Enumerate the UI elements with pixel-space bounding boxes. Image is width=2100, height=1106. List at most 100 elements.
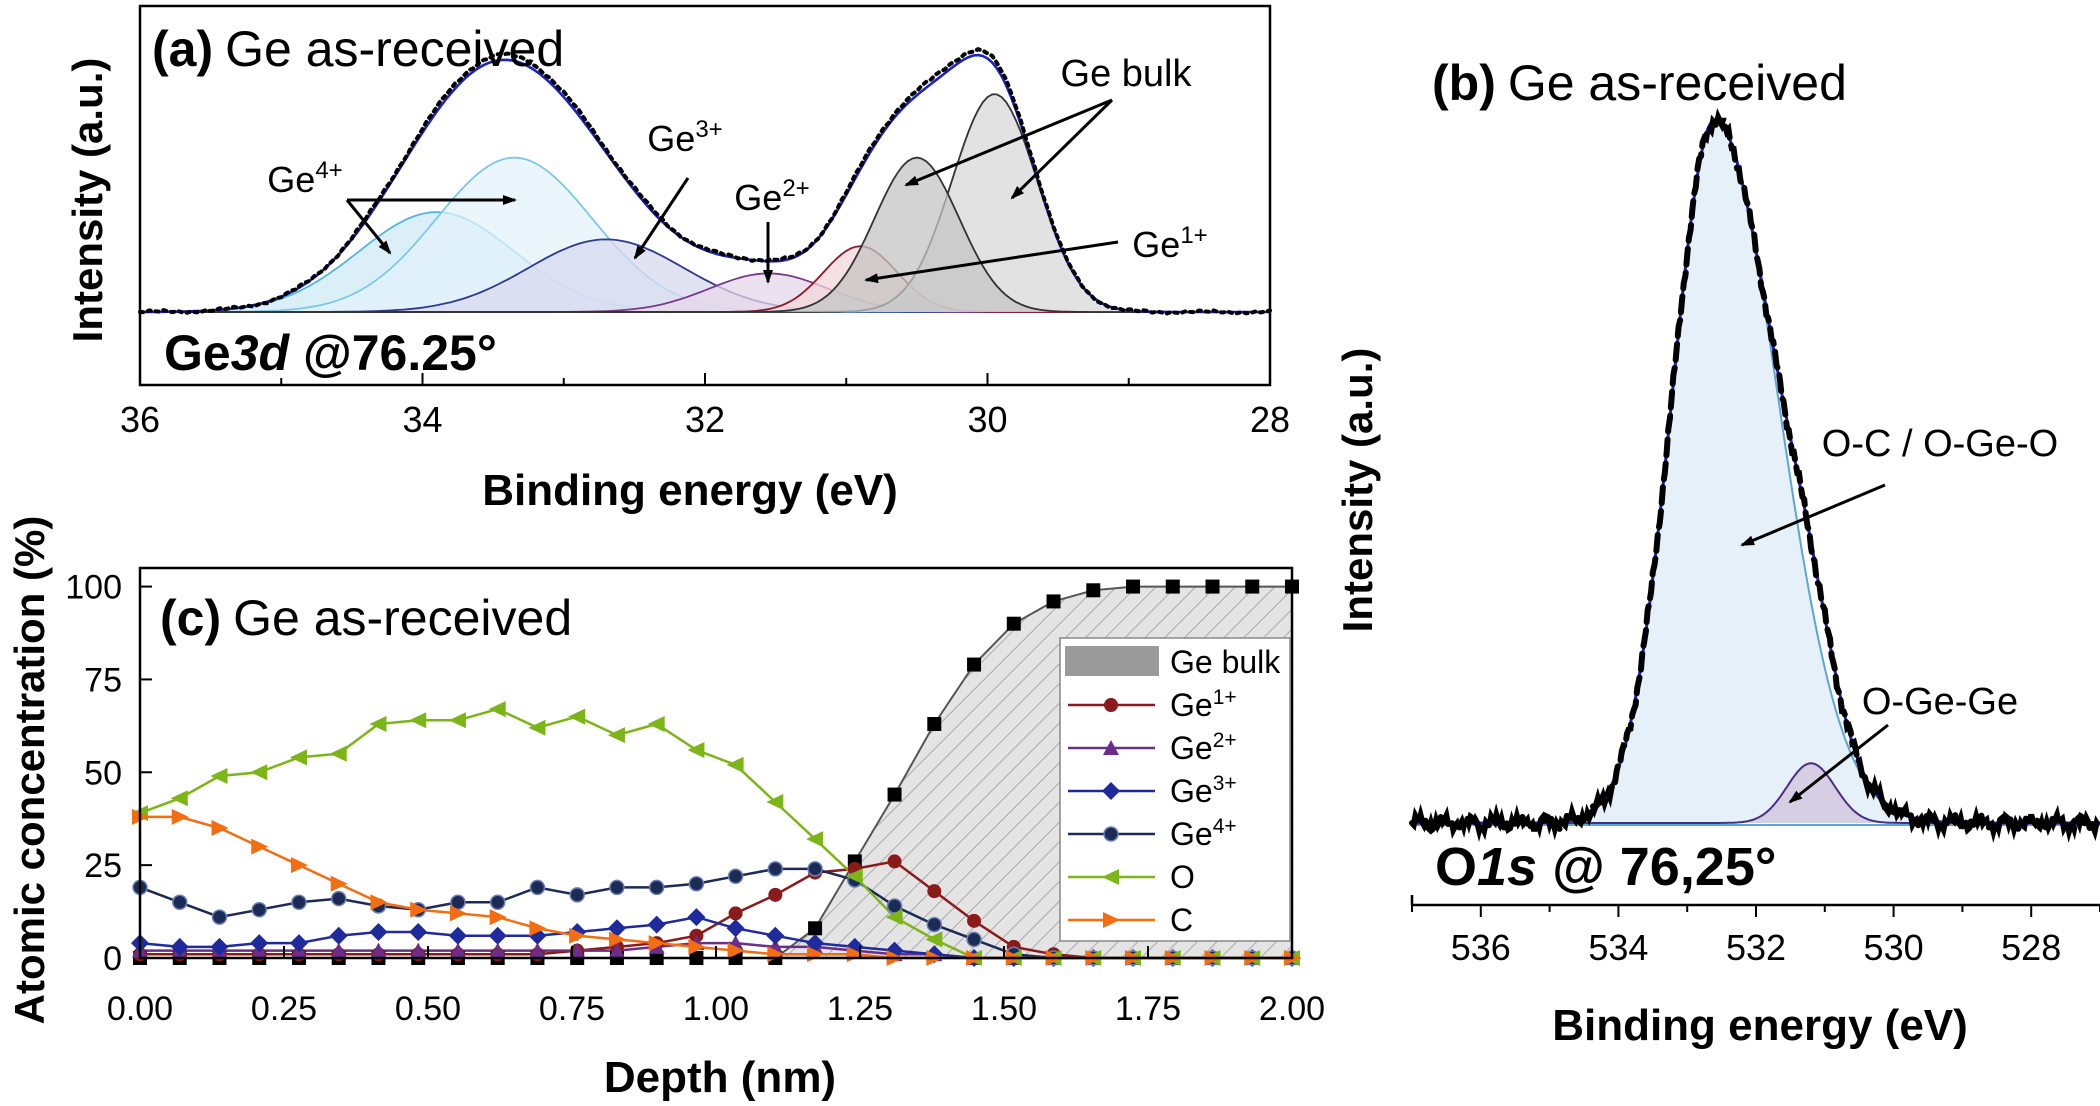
legend-item-0: Ge bulk bbox=[1065, 644, 1281, 680]
data-point bbox=[409, 923, 428, 941]
panel-c-ticks: 0.00 0.25 0.50 0.75 1.00 1.25 1.50 1.75 2.00 0 25 5… bbox=[65, 569, 1325, 1028]
panel-c-x-axis-label: Depth (nm) bbox=[604, 1053, 836, 1102]
b-arrow-1 bbox=[1788, 723, 1889, 804]
data-point bbox=[250, 764, 268, 781]
a-arrow-0 bbox=[345, 199, 392, 255]
data-point bbox=[727, 868, 744, 885]
data-point bbox=[370, 942, 387, 958]
data-point bbox=[607, 727, 625, 744]
data-point bbox=[170, 937, 189, 956]
data-point bbox=[927, 717, 942, 731]
data-point bbox=[250, 934, 269, 953]
legend-item-6: C bbox=[1068, 902, 1193, 938]
component-area-1 bbox=[140, 157, 1270, 312]
data-point bbox=[966, 931, 982, 948]
legend-marker bbox=[1104, 698, 1118, 712]
legend-label: Ge3+ bbox=[1170, 772, 1237, 809]
panel-c-legend: Ge bulk Ge1+ Ge2+ Ge3+ Ge4+ OC bbox=[1059, 637, 1291, 942]
data-point bbox=[569, 927, 587, 944]
data-point bbox=[766, 926, 785, 945]
c-x-tick-label-4: 1.00 bbox=[683, 990, 749, 1028]
c-y-tick-label-2: 50 bbox=[84, 754, 122, 792]
label-o-c-o-ge-o: O-C / O-Ge-O bbox=[1822, 423, 2058, 465]
panel-c-y-axis-label: Atomic concentration (%) bbox=[6, 516, 53, 1025]
legend-marker bbox=[1102, 782, 1120, 800]
data-point bbox=[210, 937, 229, 956]
data-point bbox=[289, 749, 307, 766]
legend-item-2: Ge2+ bbox=[1068, 729, 1237, 766]
data-point bbox=[489, 894, 506, 911]
data-point bbox=[529, 879, 546, 896]
c-x-tick-label-5: 1.25 bbox=[827, 990, 893, 1028]
data-point bbox=[171, 894, 188, 911]
data-point bbox=[806, 831, 824, 848]
legend-marker bbox=[1103, 740, 1119, 755]
panel-a-arrows bbox=[345, 98, 1119, 284]
c-x-tick-label-7: 1.75 bbox=[1115, 990, 1181, 1028]
data-point bbox=[727, 942, 745, 959]
data-point bbox=[807, 861, 823, 877]
b-x-tick-label-0: 536 bbox=[1451, 927, 1511, 968]
panel-c: 0.00 0.25 0.50 0.75 1.00 1.25 1.50 1.75 2.00 0 25 5… bbox=[6, 516, 1325, 1102]
panel-c-title: (c) Ge as-received bbox=[160, 590, 572, 646]
data-point bbox=[967, 913, 982, 928]
data-point bbox=[369, 716, 387, 732]
data-point bbox=[687, 908, 706, 927]
c-x-tick-label-6: 1.50 bbox=[971, 990, 1037, 1028]
data-point bbox=[329, 926, 348, 945]
data-point bbox=[766, 794, 784, 810]
data-point bbox=[887, 854, 902, 869]
data-point bbox=[687, 742, 705, 758]
legend-box bbox=[1059, 637, 1291, 942]
data-point bbox=[1205, 579, 1220, 594]
data-point bbox=[726, 756, 744, 773]
legend-marker bbox=[1103, 826, 1119, 842]
panel-a-y-axis-label: Intensity (a.u.) bbox=[64, 58, 111, 343]
legend-marker bbox=[1102, 869, 1119, 885]
data-point bbox=[569, 942, 586, 958]
data-point bbox=[728, 906, 743, 921]
a-arrow-5 bbox=[1010, 98, 1114, 200]
data-point bbox=[648, 935, 666, 952]
data-point bbox=[488, 701, 506, 718]
data-point bbox=[806, 934, 825, 953]
panel-b: 536 534 532 530 528 (b) Ge as-received O1s @ … bbox=[1334, 55, 2100, 1050]
panel-a: 36 34 32 30 28 (a) Ge as-received Ge3d @76.25… bbox=[64, 4, 1290, 515]
data-point bbox=[768, 887, 783, 902]
data-point bbox=[926, 916, 943, 933]
c-x-tick-label-0: 0.00 bbox=[107, 990, 173, 1028]
data-point bbox=[409, 712, 427, 729]
data-point bbox=[1006, 616, 1021, 631]
data-point bbox=[688, 875, 705, 892]
data-point bbox=[448, 712, 466, 729]
data-point bbox=[489, 909, 507, 926]
data-point bbox=[289, 934, 308, 953]
legend-item-3: Ge3+ bbox=[1068, 772, 1237, 809]
c-x-tick-label-2: 0.50 bbox=[395, 990, 461, 1028]
data-point bbox=[608, 942, 625, 958]
data-point bbox=[1046, 594, 1061, 609]
a-arrow-4 bbox=[904, 98, 1113, 187]
c-x-tick-label-3: 0.75 bbox=[539, 990, 605, 1028]
panel-b-title: (b) Ge as-received bbox=[1432, 55, 1847, 111]
legend-item-4: Ge4+ bbox=[1068, 815, 1237, 852]
legend-label: C bbox=[1170, 902, 1193, 938]
b-x-tick-label-1: 534 bbox=[1588, 927, 1648, 968]
data-point bbox=[370, 894, 388, 911]
panel-b-y-axis-label: Intensity (a.u.) bbox=[1334, 348, 1381, 633]
data-point bbox=[1245, 579, 1260, 594]
a-x-tick-label-2: 32 bbox=[685, 399, 725, 440]
data-point bbox=[329, 745, 347, 762]
a-x-tick-label-4: 28 bbox=[1250, 399, 1290, 440]
data-point bbox=[251, 838, 269, 855]
data-point bbox=[808, 921, 823, 936]
panel-b-annotation: O1s @ 76,25° bbox=[1435, 837, 1776, 897]
data-point bbox=[1126, 579, 1141, 594]
data-point bbox=[488, 926, 507, 945]
label-ge4plus: Ge4+ bbox=[267, 157, 342, 200]
experimental-data bbox=[138, 47, 1272, 316]
data-point bbox=[927, 884, 942, 899]
label-ge3plus: Ge3+ bbox=[647, 116, 722, 159]
legend-label: Ge2+ bbox=[1170, 729, 1237, 766]
data-point bbox=[291, 894, 307, 911]
